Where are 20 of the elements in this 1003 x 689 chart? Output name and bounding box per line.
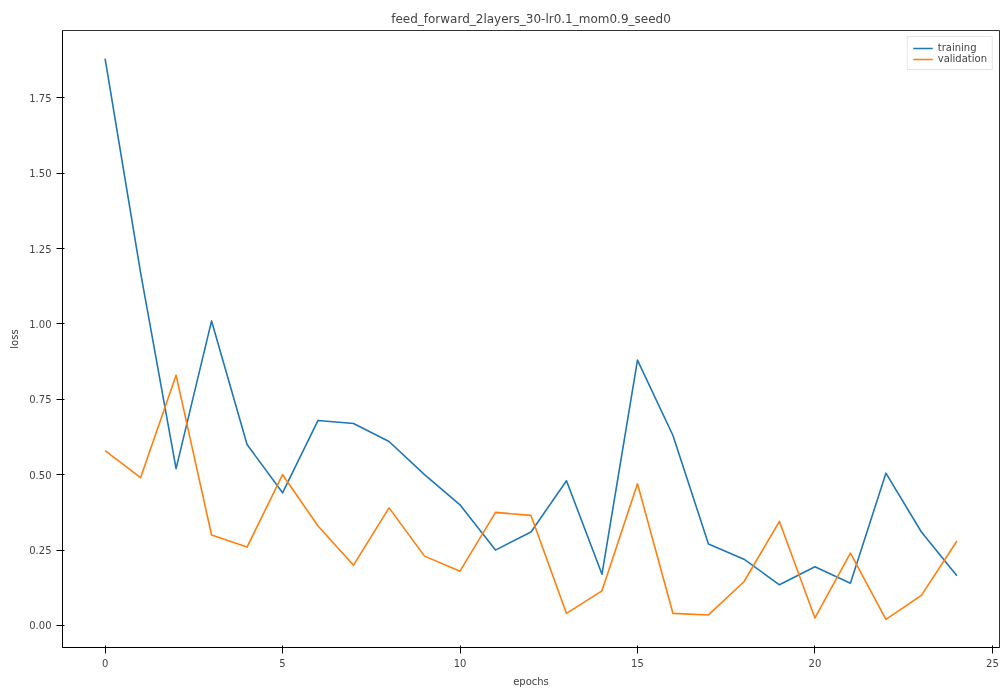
y-tick-label: 1.25 [29, 243, 52, 255]
y-tick-label: 0.00 [29, 620, 52, 632]
y-tick-label: 0.25 [29, 545, 52, 557]
y-axis-title: loss [9, 329, 21, 349]
x-tick-label: 20 [808, 657, 822, 669]
legend-label: training [937, 42, 977, 53]
x-tick-label: 25 [986, 657, 999, 669]
y-tick-label: 0.75 [29, 394, 52, 406]
chart-title: feed_forward_2layers_30-lr0.1_mom0.9_seed0 [391, 11, 671, 26]
x-tick-label: 15 [631, 657, 644, 669]
y-tick-label: 1.00 [29, 318, 52, 330]
legend-label: validation [937, 53, 987, 64]
x-tick-label: 0 [101, 657, 109, 669]
x-axis-title: epochs [513, 675, 549, 687]
x-tick-label: 5 [279, 657, 286, 669]
y-tick-label: 1.75 [29, 92, 52, 104]
y-tick-label: 1.50 [29, 168, 52, 180]
x-tick-label: 10 [453, 657, 467, 669]
line-series [104, 374, 958, 621]
y-tick-label: 0.50 [29, 469, 52, 481]
